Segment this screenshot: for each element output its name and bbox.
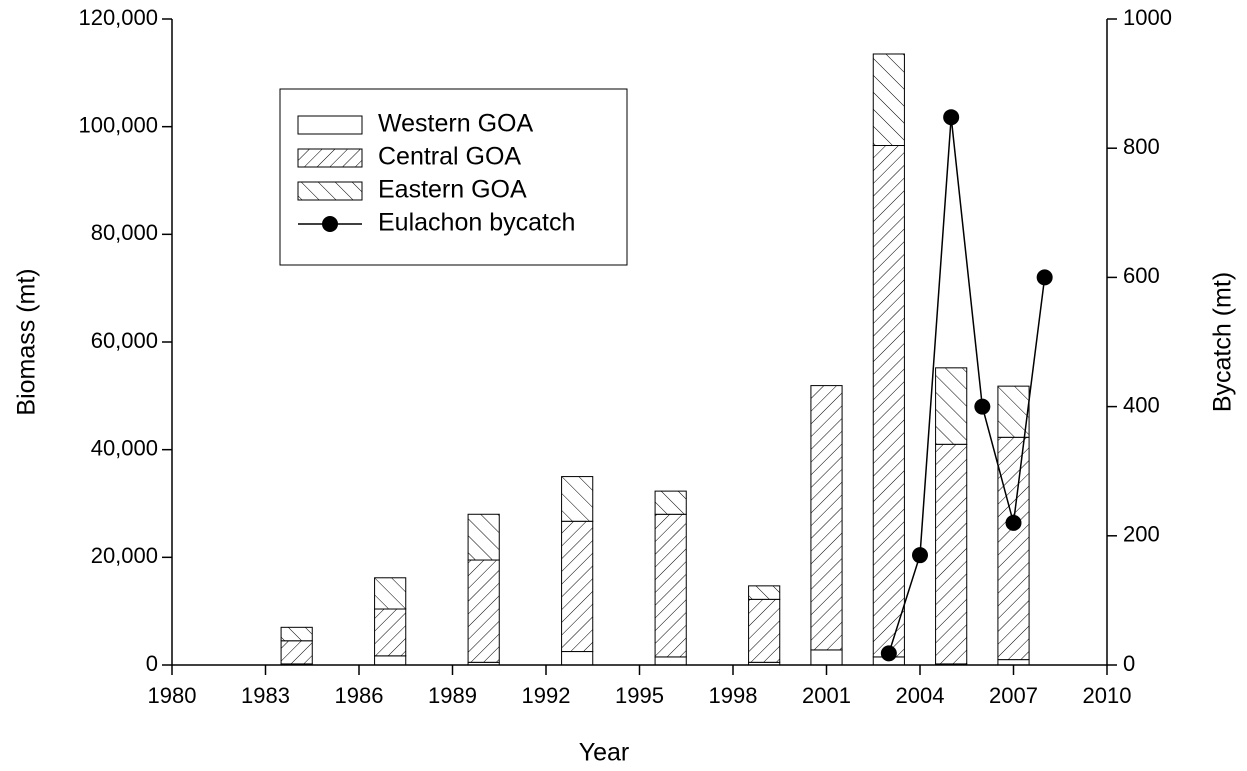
bar xyxy=(997,659,1030,666)
point xyxy=(1005,514,1022,531)
y2-axis-label: Bycatch (mt) xyxy=(1209,272,1237,412)
legend-marker xyxy=(322,216,338,232)
x-tick-label: 1992 xyxy=(522,683,571,708)
bar xyxy=(374,577,407,610)
point xyxy=(974,398,991,415)
x-tick-label: 2001 xyxy=(802,683,851,708)
x-tick-label: 1998 xyxy=(709,683,758,708)
bar xyxy=(872,53,905,147)
y2-tick-label: 600 xyxy=(1123,263,1160,288)
x-tick-label: 2004 xyxy=(896,683,945,708)
y2-tick-label: 0 xyxy=(1123,651,1135,676)
bar xyxy=(280,640,313,665)
y-tick-label: 20,000 xyxy=(91,543,158,568)
bar xyxy=(280,626,313,642)
y-axis-label: Biomass (mt) xyxy=(13,268,41,415)
legend-swatch xyxy=(297,148,363,168)
bar xyxy=(654,656,687,666)
bar xyxy=(467,559,500,663)
x-tick-label: 1980 xyxy=(148,683,197,708)
bar xyxy=(561,476,594,522)
legend-label: Eastern GOA xyxy=(378,176,527,204)
point xyxy=(880,645,897,662)
x-tick-label: 2010 xyxy=(1083,683,1132,708)
bar xyxy=(561,651,594,666)
bar xyxy=(748,585,781,600)
legend-label: Central GOA xyxy=(378,143,521,171)
x-tick-label: 2007 xyxy=(989,683,1038,708)
y-tick-label: 80,000 xyxy=(91,220,158,245)
y2-tick-label: 1000 xyxy=(1123,5,1172,30)
x-tick-label: 1986 xyxy=(335,683,384,708)
bar xyxy=(872,145,905,658)
y2-tick-label: 800 xyxy=(1123,134,1160,159)
x-tick-label: 1995 xyxy=(615,683,664,708)
y2-tick-label: 200 xyxy=(1123,522,1160,547)
y-tick-label: 0 xyxy=(146,651,158,676)
legend-swatch xyxy=(297,115,363,135)
bar xyxy=(997,436,1030,661)
x-tick-label: 1983 xyxy=(241,683,290,708)
y2-tick-label: 400 xyxy=(1123,392,1160,417)
y-tick-label: 60,000 xyxy=(91,328,158,353)
point xyxy=(943,109,960,126)
bar xyxy=(810,649,843,666)
point xyxy=(1036,269,1053,286)
line xyxy=(888,117,1046,654)
y-tick-label: 100,000 xyxy=(78,112,158,137)
x-tick-label: 1989 xyxy=(428,683,477,708)
bar xyxy=(810,385,843,651)
bar xyxy=(748,598,781,663)
bar xyxy=(374,655,407,666)
legend-label: Eulachon bycatch xyxy=(378,209,575,237)
y-tick-label: 120,000 xyxy=(78,5,158,30)
bar xyxy=(654,513,687,658)
x-axis-label: Year xyxy=(579,739,630,767)
bar xyxy=(997,385,1030,438)
point xyxy=(912,547,928,564)
bar xyxy=(654,490,687,515)
y-tick-label: 40,000 xyxy=(91,435,158,460)
legend-label: Western GOA xyxy=(378,110,533,138)
bar xyxy=(561,520,594,653)
bar xyxy=(467,513,500,561)
bar xyxy=(935,367,968,445)
bar xyxy=(374,608,407,657)
bar xyxy=(935,443,968,665)
legend-swatch xyxy=(297,181,363,201)
